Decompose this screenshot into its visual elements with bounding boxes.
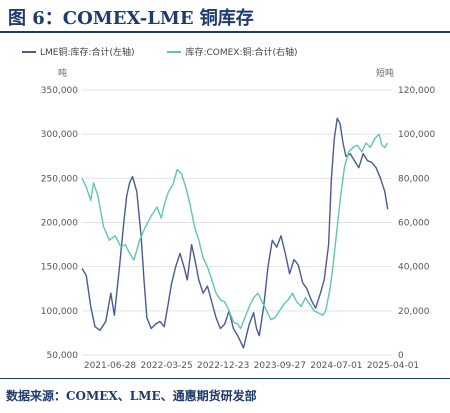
legend-swatch-lme — [22, 50, 36, 53]
chart-plot: 350,000 300,000 250,000 200,000 150,000 100,0… — [41, 86, 436, 371]
y-right-tick-label: 100,000 — [398, 130, 435, 140]
y-right-tick-label: 80,000 — [398, 174, 430, 184]
x-tick-label: 2022-12-23 — [197, 361, 249, 371]
series-line-lme — [81, 117, 389, 349]
y-right-tick-label: 120,000 — [398, 86, 435, 96]
y-left-tick-label: 300,000 — [41, 130, 78, 140]
series-line-comex — [81, 133, 389, 330]
x-tick-label: 2024-07-01 — [310, 361, 362, 371]
y-left-tick-label: 150,000 — [41, 263, 78, 273]
source-note: 数据来源：COMEX、LME、通惠期货研发部 — [6, 389, 257, 403]
y-left-tick-label: 200,000 — [41, 219, 78, 229]
y-right-tick-label: 40,000 — [398, 263, 430, 273]
legend-swatch-comex — [167, 50, 182, 53]
x-tick-label: 2021-06-28 — [84, 361, 137, 371]
x-tick-label: 2022-03-25 — [140, 361, 192, 371]
title-bar: 图 6：COMEX-LME 铜库存 — [0, 0, 450, 30]
legend-item-comex: 库存:COMEX:铜:合计(右轴) — [167, 45, 298, 58]
legend-item-lme: LME铜:库存:合计(左轴) — [22, 45, 135, 58]
y-right-tick-label: 20,000 — [398, 307, 430, 317]
legend-label-lme: LME铜:库存:合计(左轴) — [40, 48, 135, 58]
chart-legend: LME铜:库存:合计(左轴) 库存:COMEX:铜:合计(右轴) — [22, 45, 328, 59]
y-right-tick-label: 0 — [398, 351, 404, 361]
x-tick-label: 2025-04-01 — [367, 361, 419, 371]
y-left-tick-label: 350,000 — [41, 86, 78, 96]
page-title: 图 6：COMEX-LME 铜库存 — [8, 8, 254, 29]
y-right-tick-label: 60,000 — [398, 219, 430, 229]
right-axis-unit: 短吨 — [376, 69, 395, 79]
footer-divider — [0, 378, 450, 379]
legend-label-comex: 库存:COMEX:铜:合计(右轴) — [185, 48, 298, 58]
x-tick-label: 2023-09-27 — [254, 361, 306, 371]
title-divider — [0, 31, 450, 33]
y-left-tick-label: 100,000 — [41, 307, 78, 317]
y-left-tick-label: 50,000 — [47, 351, 79, 361]
left-axis-unit: 吨 — [58, 69, 68, 79]
y-left-tick-label: 250,000 — [41, 174, 78, 184]
